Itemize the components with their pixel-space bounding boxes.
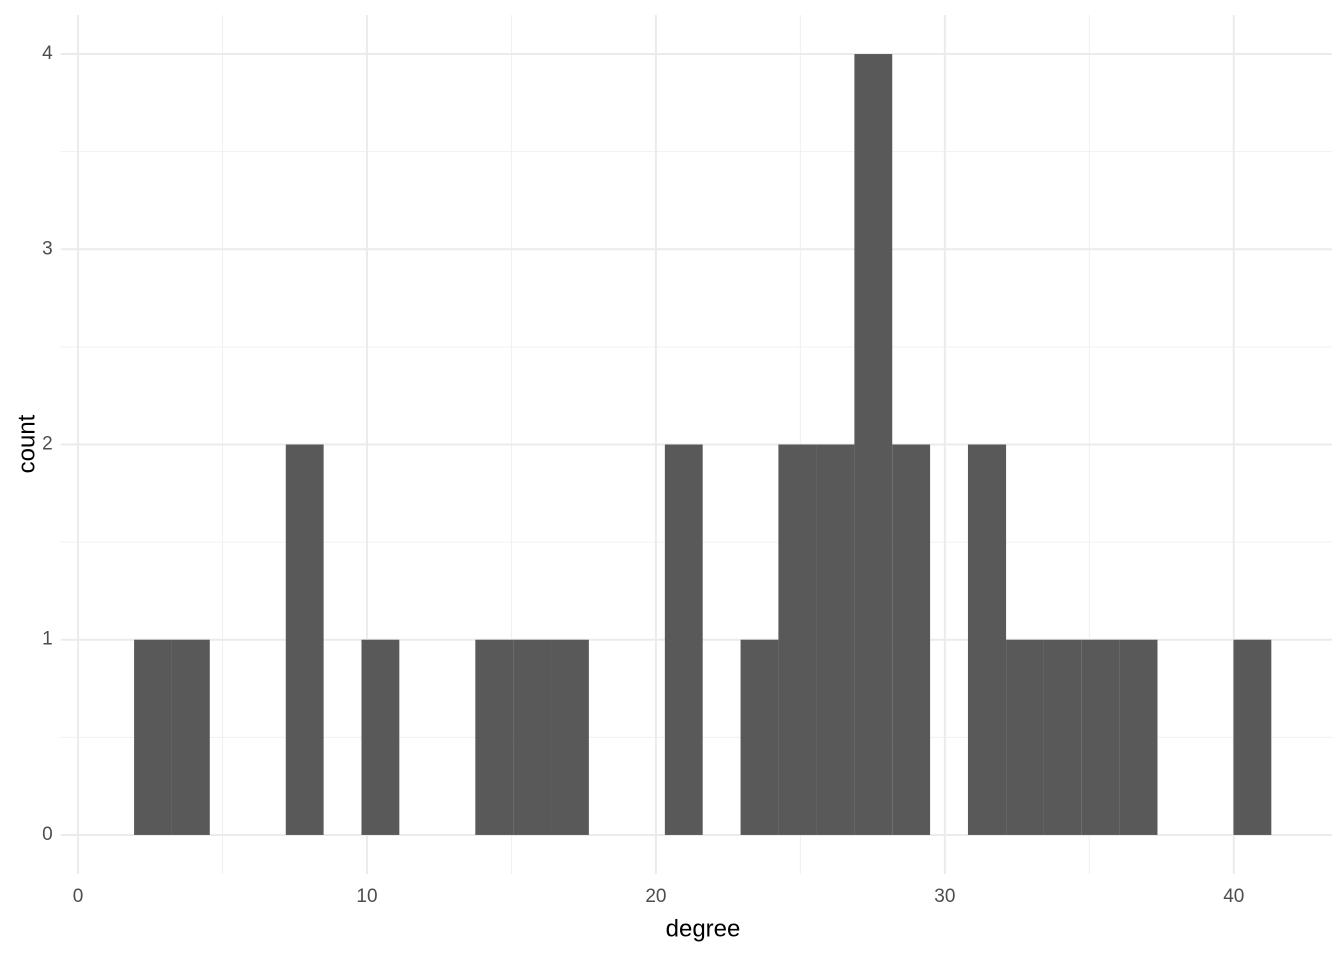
bar bbox=[664, 444, 703, 835]
x-tick-label: 20 bbox=[645, 886, 666, 907]
y-tick-label: 2 bbox=[42, 434, 53, 455]
bar bbox=[1233, 639, 1272, 835]
bar bbox=[854, 54, 893, 835]
x-axis-title: degree bbox=[666, 915, 741, 942]
y-tick-label: 0 bbox=[42, 824, 53, 845]
bar bbox=[361, 639, 400, 835]
y-tick-label: 3 bbox=[42, 238, 53, 259]
bar bbox=[1043, 639, 1082, 835]
x-tick-label: 40 bbox=[1223, 886, 1244, 907]
bar bbox=[551, 639, 589, 835]
bar bbox=[816, 444, 855, 835]
y-axis-title: count bbox=[13, 414, 40, 473]
x-tick-label: 30 bbox=[934, 886, 955, 907]
bar bbox=[1006, 639, 1044, 835]
bar bbox=[740, 639, 779, 835]
bar bbox=[1081, 639, 1120, 835]
bar bbox=[967, 444, 1007, 835]
x-tick-label: 0 bbox=[73, 886, 84, 907]
x-tick-label: 10 bbox=[356, 886, 377, 907]
bar bbox=[892, 444, 931, 835]
bar bbox=[171, 639, 210, 835]
y-tick-label: 4 bbox=[42, 43, 53, 64]
bar bbox=[1119, 639, 1158, 835]
bar bbox=[134, 639, 172, 835]
y-tick-label: 1 bbox=[42, 629, 53, 650]
bar bbox=[513, 639, 552, 835]
bar bbox=[475, 639, 514, 835]
bar bbox=[285, 444, 324, 835]
bar bbox=[778, 444, 817, 835]
